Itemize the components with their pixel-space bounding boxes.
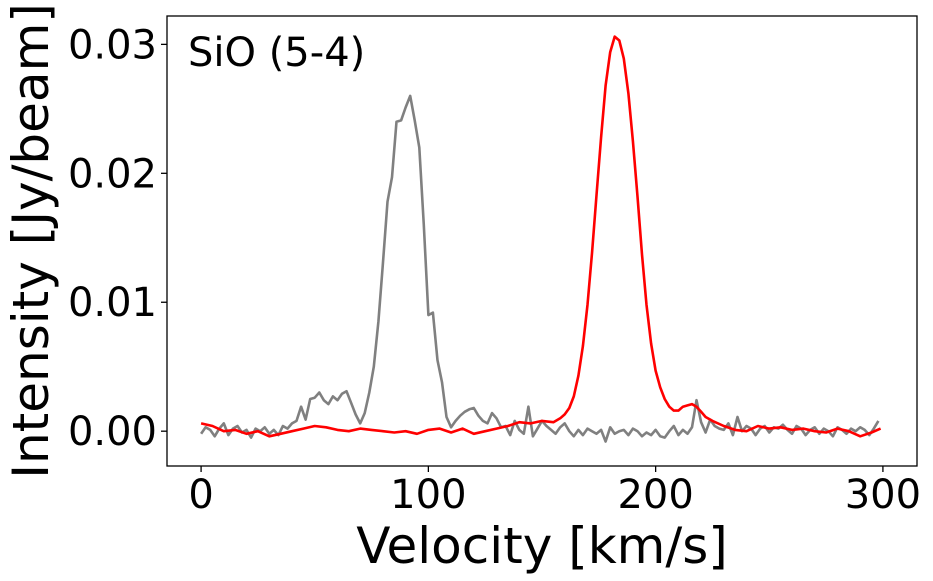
x-tick-label: 200 <box>617 472 693 518</box>
series-layer <box>200 35 882 443</box>
line-annotation: SiO (5-4) <box>188 30 365 76</box>
x-tick-label: 0 <box>188 472 213 518</box>
x-tick-label: 300 <box>845 472 921 518</box>
series-line-1 <box>200 94 880 443</box>
y-tick-label: 0.02 <box>68 151 157 197</box>
y-tick-label: 0.03 <box>68 22 157 68</box>
y-axis-title: Intensity [Jy/beam] <box>2 3 60 479</box>
ticks-layer: 0 100 200 300 0.00 0.01 0.02 0.03 <box>68 22 921 518</box>
x-tick-label: 100 <box>390 472 466 518</box>
plot-frame <box>166 15 918 467</box>
x-axis-title: Velocity [km/s] <box>356 517 728 575</box>
series-line-2 <box>200 35 882 438</box>
y-tick-label: 0.01 <box>68 280 157 326</box>
y-tick-label: 0.00 <box>68 409 157 455</box>
